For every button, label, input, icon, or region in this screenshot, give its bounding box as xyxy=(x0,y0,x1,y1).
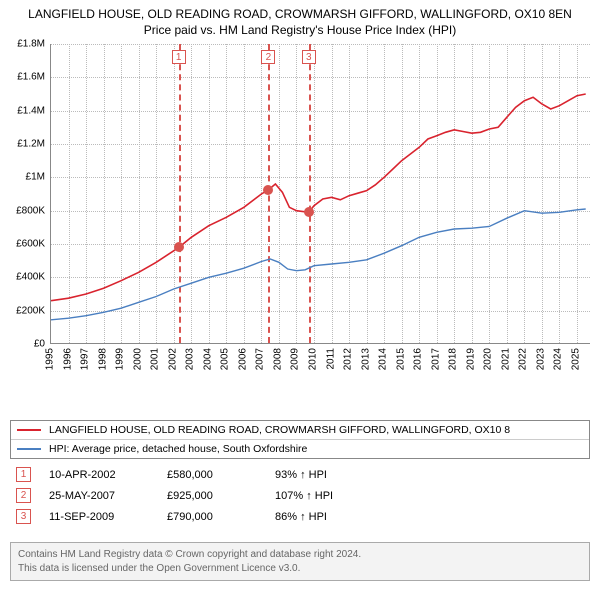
event-row: 2 25-MAY-2007 £925,000 107% ↑ HPI xyxy=(10,485,590,506)
x-axis-label: 2017 xyxy=(430,348,441,370)
x-axis-label: 2007 xyxy=(255,348,266,370)
y-axis-label: £800K xyxy=(16,205,45,216)
y-axis-label: £1M xyxy=(26,172,45,183)
x-axis-label: 2015 xyxy=(395,348,406,370)
x-axis-label: 2022 xyxy=(518,348,529,370)
title-block: LANGFIELD HOUSE, OLD READING ROAD, CROWM… xyxy=(0,0,600,38)
event-marker-badge: 2 xyxy=(261,50,275,64)
x-axis-label: 2014 xyxy=(378,348,389,370)
x-axis-label: 1996 xyxy=(62,348,73,370)
legend-row: HPI: Average price, detached house, Sout… xyxy=(11,439,589,458)
x-axis-label: 2005 xyxy=(220,348,231,370)
event-row-date: 10-APR-2002 xyxy=(49,469,149,481)
chart-area: 123 £0£200K£400K£600K£800K£1M£1.2M£1.4M£… xyxy=(50,44,590,374)
event-row-date: 11-SEP-2009 xyxy=(49,511,149,523)
event-row: 1 10-APR-2002 £580,000 93% ↑ HPI xyxy=(10,464,590,485)
x-axis-label: 2010 xyxy=(307,348,318,370)
event-row-badge: 2 xyxy=(16,488,31,503)
event-row-date: 25-MAY-2007 xyxy=(49,490,149,502)
legend-row: LANGFIELD HOUSE, OLD READING ROAD, CROWM… xyxy=(11,421,589,439)
chart-container: LANGFIELD HOUSE, OLD READING ROAD, CROWM… xyxy=(0,0,600,590)
event-row-diff: 93% ↑ HPI xyxy=(275,469,385,481)
events-table: 1 10-APR-2002 £580,000 93% ↑ HPI 2 25-MAY-200… xyxy=(10,464,590,527)
y-axis-label: £1.2M xyxy=(17,139,45,150)
x-axis-label: 2003 xyxy=(185,348,196,370)
x-axis-label: 2021 xyxy=(500,348,511,370)
x-axis-label: 1995 xyxy=(45,348,56,370)
y-axis-label: £1.4M xyxy=(17,105,45,116)
y-axis-label: £600K xyxy=(16,239,45,250)
x-axis-label: 2004 xyxy=(202,348,213,370)
event-row-badge: 3 xyxy=(16,509,31,524)
event-point xyxy=(263,185,273,195)
plot: 1 2 3 xyxy=(50,44,590,344)
x-axis-label: 2006 xyxy=(237,348,248,370)
legend-swatch xyxy=(17,429,41,431)
x-axis-label: 2025 xyxy=(570,348,581,370)
event-marker-badge: 3 xyxy=(302,50,316,64)
y-axis-label: £1.6M xyxy=(17,72,45,83)
title-address: LANGFIELD HOUSE, OLD READING ROAD, CROWM… xyxy=(0,6,600,22)
x-axis-label: 2016 xyxy=(413,348,424,370)
legend: LANGFIELD HOUSE, OLD READING ROAD, CROWM… xyxy=(10,420,590,459)
x-axis-label: 1998 xyxy=(97,348,108,370)
event-point xyxy=(304,207,314,217)
y-axis-label: £1.8M xyxy=(17,39,45,50)
x-axis-label: 2011 xyxy=(325,348,336,370)
x-axis-label: 2019 xyxy=(465,348,476,370)
legend-label: LANGFIELD HOUSE, OLD READING ROAD, CROWM… xyxy=(49,424,510,436)
x-axis-label: 2012 xyxy=(343,348,354,370)
event-row-price: £925,000 xyxy=(167,490,257,502)
line-series-svg xyxy=(51,44,591,344)
attribution-line2: This data is licensed under the Open Gov… xyxy=(18,562,582,576)
x-axis-label: 2020 xyxy=(483,348,494,370)
attribution: Contains HM Land Registry data © Crown c… xyxy=(10,542,590,581)
x-axis-label: 2013 xyxy=(360,348,371,370)
x-axis-label: 2000 xyxy=(132,348,143,370)
event-row-price: £580,000 xyxy=(167,469,257,481)
x-axis-label: 2009 xyxy=(290,348,301,370)
event-row-badge: 1 xyxy=(16,467,31,482)
x-axis-label: 2023 xyxy=(535,348,546,370)
event-point xyxy=(174,242,184,252)
y-axis-label: £400K xyxy=(16,272,45,283)
x-axis-label: 1999 xyxy=(115,348,126,370)
event-row-diff: 107% ↑ HPI xyxy=(275,490,385,502)
y-axis-label: £0 xyxy=(34,339,45,350)
legend-label: HPI: Average price, detached house, Sout… xyxy=(49,443,307,455)
legend-swatch xyxy=(17,448,41,450)
y-axis-label: £200K xyxy=(16,305,45,316)
x-axis-label: 1997 xyxy=(80,348,91,370)
title-subtitle: Price paid vs. HM Land Registry's House … xyxy=(0,22,600,38)
event-row-diff: 86% ↑ HPI xyxy=(275,511,385,523)
series-property xyxy=(51,94,586,301)
x-axis-label: 2008 xyxy=(272,348,283,370)
attribution-line1: Contains HM Land Registry data © Crown c… xyxy=(18,548,582,562)
event-marker-badge: 1 xyxy=(172,50,186,64)
x-axis-label: 2001 xyxy=(150,348,161,370)
x-axis-label: 2002 xyxy=(167,348,178,370)
series-hpi xyxy=(51,209,586,320)
x-axis-label: 2024 xyxy=(553,348,564,370)
event-row: 3 11-SEP-2009 £790,000 86% ↑ HPI xyxy=(10,506,590,527)
x-axis-label: 2018 xyxy=(448,348,459,370)
event-row-price: £790,000 xyxy=(167,511,257,523)
